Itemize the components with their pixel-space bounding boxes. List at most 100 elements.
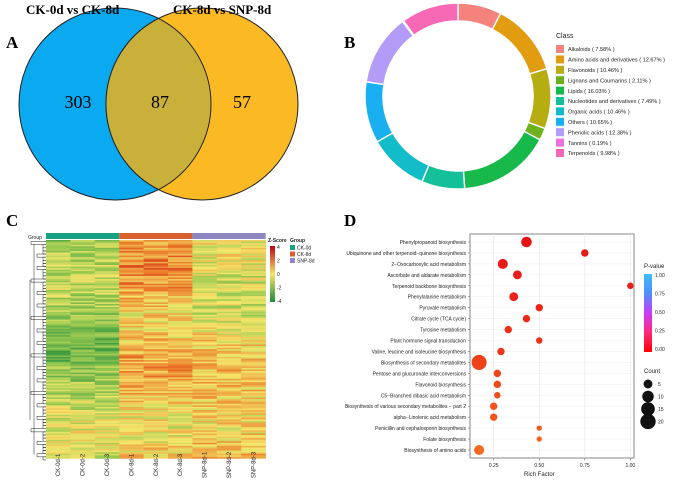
heatmap-cell [168,352,193,355]
heatmap-cell [216,411,242,414]
heatmap-cell [46,414,71,417]
heatmap-cell [216,249,242,252]
donut-legend-label: Amino acids and derivatives ( 12.67% ) [568,58,665,64]
heatmap-cell [119,430,144,433]
heatmap-cell [168,372,193,375]
heatmap-cell [70,250,96,253]
heatmap-cell [70,439,96,442]
heatmap-cell [192,318,218,320]
heatmap-cell [241,410,266,412]
heatmap-cell [94,299,120,302]
heatmap-cell [216,243,242,245]
heatmap-cell [143,258,169,261]
heatmap-cell [94,433,120,436]
heatmap-cell [94,328,120,331]
heatmap-cell [168,363,193,366]
heatmap-cell [46,332,71,334]
heatmap-cell [192,430,218,433]
heatmap-cell [94,410,120,412]
heatmap-cell [168,289,193,292]
heatmap-cell [70,397,96,400]
heatmap-cell [192,438,218,440]
heatmap-cell [216,374,242,377]
heatmap-cell [46,252,71,255]
heatmap-cell [119,361,144,364]
heatmap-cell [241,264,266,267]
heatmap-cell [216,280,242,283]
heatmap-cell [168,240,193,242]
heatmap-cell [46,363,71,366]
heatmap-cell [192,344,218,347]
heatmap-cell [46,433,71,436]
heatmap-cell [192,333,218,336]
heatmap-cell [168,241,193,244]
heatmap-cell [94,366,120,369]
heatmap-cell [241,272,266,275]
heatmap-cell [241,389,266,392]
heatmap-cell [143,283,169,286]
heatmap-cell [94,441,120,444]
heatmap-cell [70,297,96,300]
heatmap-cell [70,353,96,356]
heatmap-cell [192,266,218,269]
heatmap-dendrogram-lines [29,241,46,461]
heatmap-cell [70,386,96,389]
heatmap-cell [168,286,193,289]
heatmap-cell [192,299,218,302]
heatmap-cell [241,303,266,306]
heatmap-cell [192,352,218,355]
heatmap-cell [119,392,144,395]
heatmap-cell [70,442,96,445]
heatmap-cell [216,344,242,347]
heatmap-cell [46,283,71,286]
heatmap-cell [192,286,218,289]
enrichment-point [497,258,508,269]
heatmap-cell [241,313,266,316]
heatmap-cell [216,314,242,317]
heatmap-cell [70,327,96,330]
heatmap-cell [46,422,71,425]
heatmap-cell [119,257,144,260]
heatmap-group-legend-title: Group [290,238,305,244]
heatmap-cell [168,439,193,442]
heatmap-cell [241,414,266,417]
heatmap-cell [119,408,144,411]
heatmap-cell [70,420,96,423]
heatmap-cell [216,397,242,400]
count-legend-dot [643,379,653,389]
heatmap-cell [168,441,193,444]
heatmap-cell [192,339,218,342]
heatmap-cell [192,394,218,397]
heatmap-cell [119,240,144,242]
enrichment-point [581,249,589,257]
heatmap-cell [94,257,120,260]
heatmap-cell [94,386,120,389]
heatmap-cell [119,299,144,302]
heatmap-cell [143,254,169,256]
heatmap-cell [46,305,71,308]
heatmap-dendrogram [29,241,46,461]
heatmap-cell [70,305,96,308]
heatmap-cell [70,310,96,313]
heatmap-cell [216,417,242,420]
heatmap-cell [70,374,96,377]
heatmap-cell [241,355,266,358]
heatmap-cell [241,413,266,416]
donut-legend-swatch [556,55,564,64]
heatmap-cell [216,358,242,361]
heatmap-cell [168,355,193,358]
heatmap-cell [143,341,169,344]
heatmap-cell [241,293,266,295]
pvalue-tick-label: 0.00 [655,347,665,353]
heatmap-cell [241,249,266,252]
heatmap-cell [119,346,144,348]
heatmap-cell [216,375,242,378]
heatmap-cell [216,257,242,260]
heatmap-cell [168,336,193,339]
pathway-label: Terpenoid backbone biosynthesis [392,284,466,290]
heatmap-cell [46,441,71,444]
heatmap-cell [168,269,193,272]
heatmap-cell [192,282,218,284]
heatmap-cell [168,282,193,284]
heatmap-cell [168,305,193,308]
